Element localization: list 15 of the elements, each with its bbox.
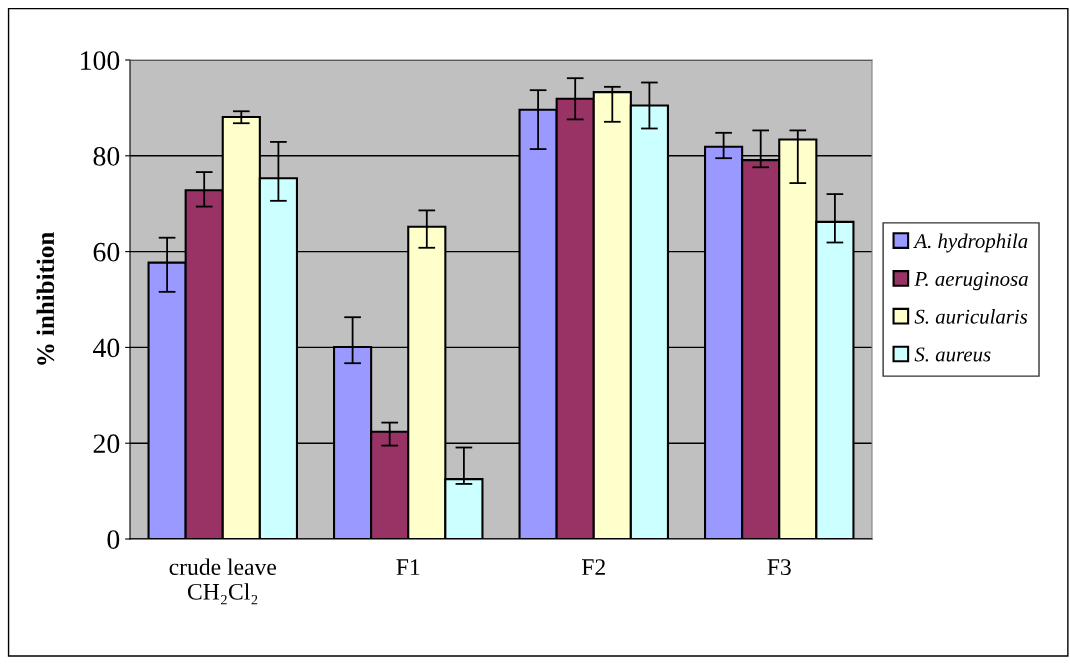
x-tick-label: crude leave CH₂Cl₂ bbox=[169, 558, 276, 605]
x-tick-label: F2 bbox=[581, 559, 605, 575]
y-tick-label: 40 bbox=[93, 338, 120, 358]
x-tick-label: F3 bbox=[767, 559, 791, 576]
legend-label: A. hydrophila bbox=[913, 233, 1028, 253]
legend-label: S. auricularis bbox=[914, 309, 1028, 324]
legend-label: S. aureus bbox=[914, 347, 991, 362]
y-tick-label: 60 bbox=[93, 242, 120, 262]
legend-label: P. aeruginosa bbox=[914, 271, 1028, 291]
y-tick-label: 0 bbox=[107, 530, 120, 549]
y-axis-title: % inhibition bbox=[36, 232, 55, 365]
y-tick-label: 20 bbox=[93, 434, 120, 454]
x-tick-label: F1 bbox=[396, 559, 420, 575]
y-tick-label: 80 bbox=[93, 146, 120, 166]
y-tick-label: 100 bbox=[81, 51, 120, 70]
